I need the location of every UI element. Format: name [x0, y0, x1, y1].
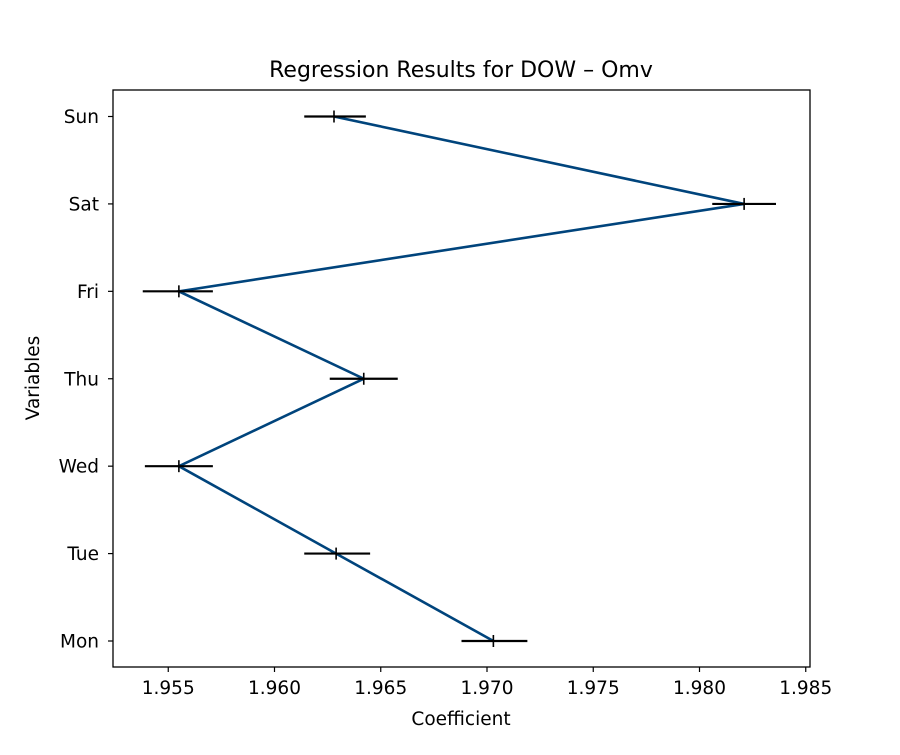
y-tick-label: Sun: [64, 107, 99, 128]
y-tick-label: Mon: [60, 632, 99, 653]
x-tick-label: 1.970: [461, 678, 514, 699]
plot-frame: [112, 89, 811, 668]
y-tick-label: Wed: [59, 457, 99, 478]
x-tick-label: 1.980: [673, 678, 726, 699]
x-tick-label: 1.965: [354, 678, 407, 699]
x-axis-label: Coefficient: [411, 709, 510, 730]
x-tick-label: 1.975: [567, 678, 620, 699]
x-tick-label: 1.955: [142, 678, 195, 699]
y-tick-label: Thu: [63, 369, 99, 390]
y-tick-label: Sat: [69, 194, 99, 215]
y-axis-label: Variables: [23, 336, 44, 421]
y-tick-label: Tue: [66, 544, 99, 565]
chart-title: Regression Results for DOW – Omv: [269, 58, 653, 83]
chart-marks: 1.955 1.960 1.965 1.970 1.975 1.980 1.985 Mon Tu…: [59, 107, 833, 699]
x-tick-label: 1.960: [248, 678, 301, 699]
x-tick-label: 1.985: [779, 678, 832, 699]
y-tick-label: Fri: [77, 282, 99, 303]
plot-area: [113, 90, 810, 667]
